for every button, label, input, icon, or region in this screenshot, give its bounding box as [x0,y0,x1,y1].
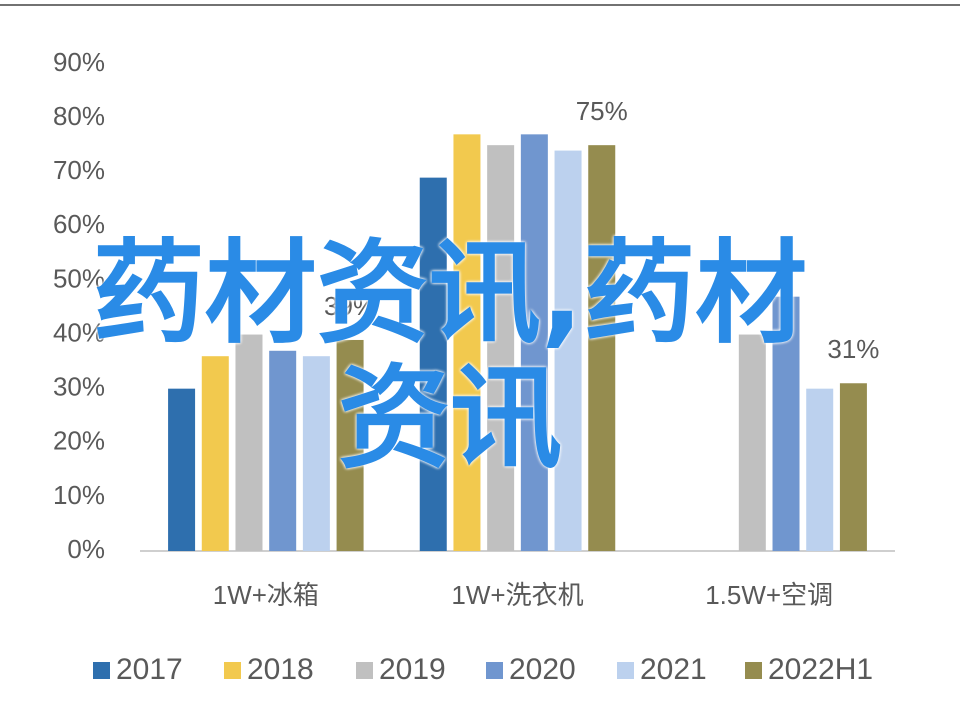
bar [269,350,297,551]
watermark: 药材资讯,药材资讯 [92,229,808,484]
legend-label: 2019 [379,653,446,686]
y-tick-label: 50% [53,263,105,293]
y-tick-label: 60% [53,209,105,239]
y-tick-label: 0% [67,534,105,564]
bar [554,150,582,552]
bar [201,356,229,551]
bar [738,334,766,551]
legend-swatch [93,662,110,679]
bar [487,145,515,551]
bar [419,177,447,551]
legend-label: 2020 [509,653,576,686]
legend-label: 2018 [247,653,314,686]
y-tick-label: 30% [53,372,105,402]
x-tick-label: 1.5W+空调 [705,580,833,610]
bar [302,356,330,551]
legend-label: 2022H1 [768,653,873,686]
legend-swatch [617,662,634,679]
legend-label: 2021 [640,653,707,686]
bar [235,334,263,551]
value-label: 75% [576,96,628,126]
y-tick-label: 10% [53,480,105,510]
value-label: 39% [324,291,376,321]
value-label: 31% [827,334,879,364]
bar [453,134,481,551]
bar [520,134,548,551]
legend-swatch [356,662,373,679]
bar [772,296,800,551]
legend-swatch [224,662,241,679]
bar [806,388,834,551]
bar [839,383,867,551]
x-tick-label: 1W+洗衣机 [451,580,583,610]
y-tick-label: 20% [53,426,105,456]
bar [588,145,616,551]
y-tick-label: 40% [53,317,105,347]
x-tick-label: 1W+冰箱 [213,580,319,610]
y-tick-label: 80% [53,101,105,131]
legend-label: 2017 [116,653,183,686]
y-tick-label: 70% [53,155,105,185]
bar [336,339,364,551]
legend-swatch [745,662,762,679]
bar [168,388,196,551]
y-tick-label: 90% [53,47,105,77]
legend-swatch [486,662,503,679]
